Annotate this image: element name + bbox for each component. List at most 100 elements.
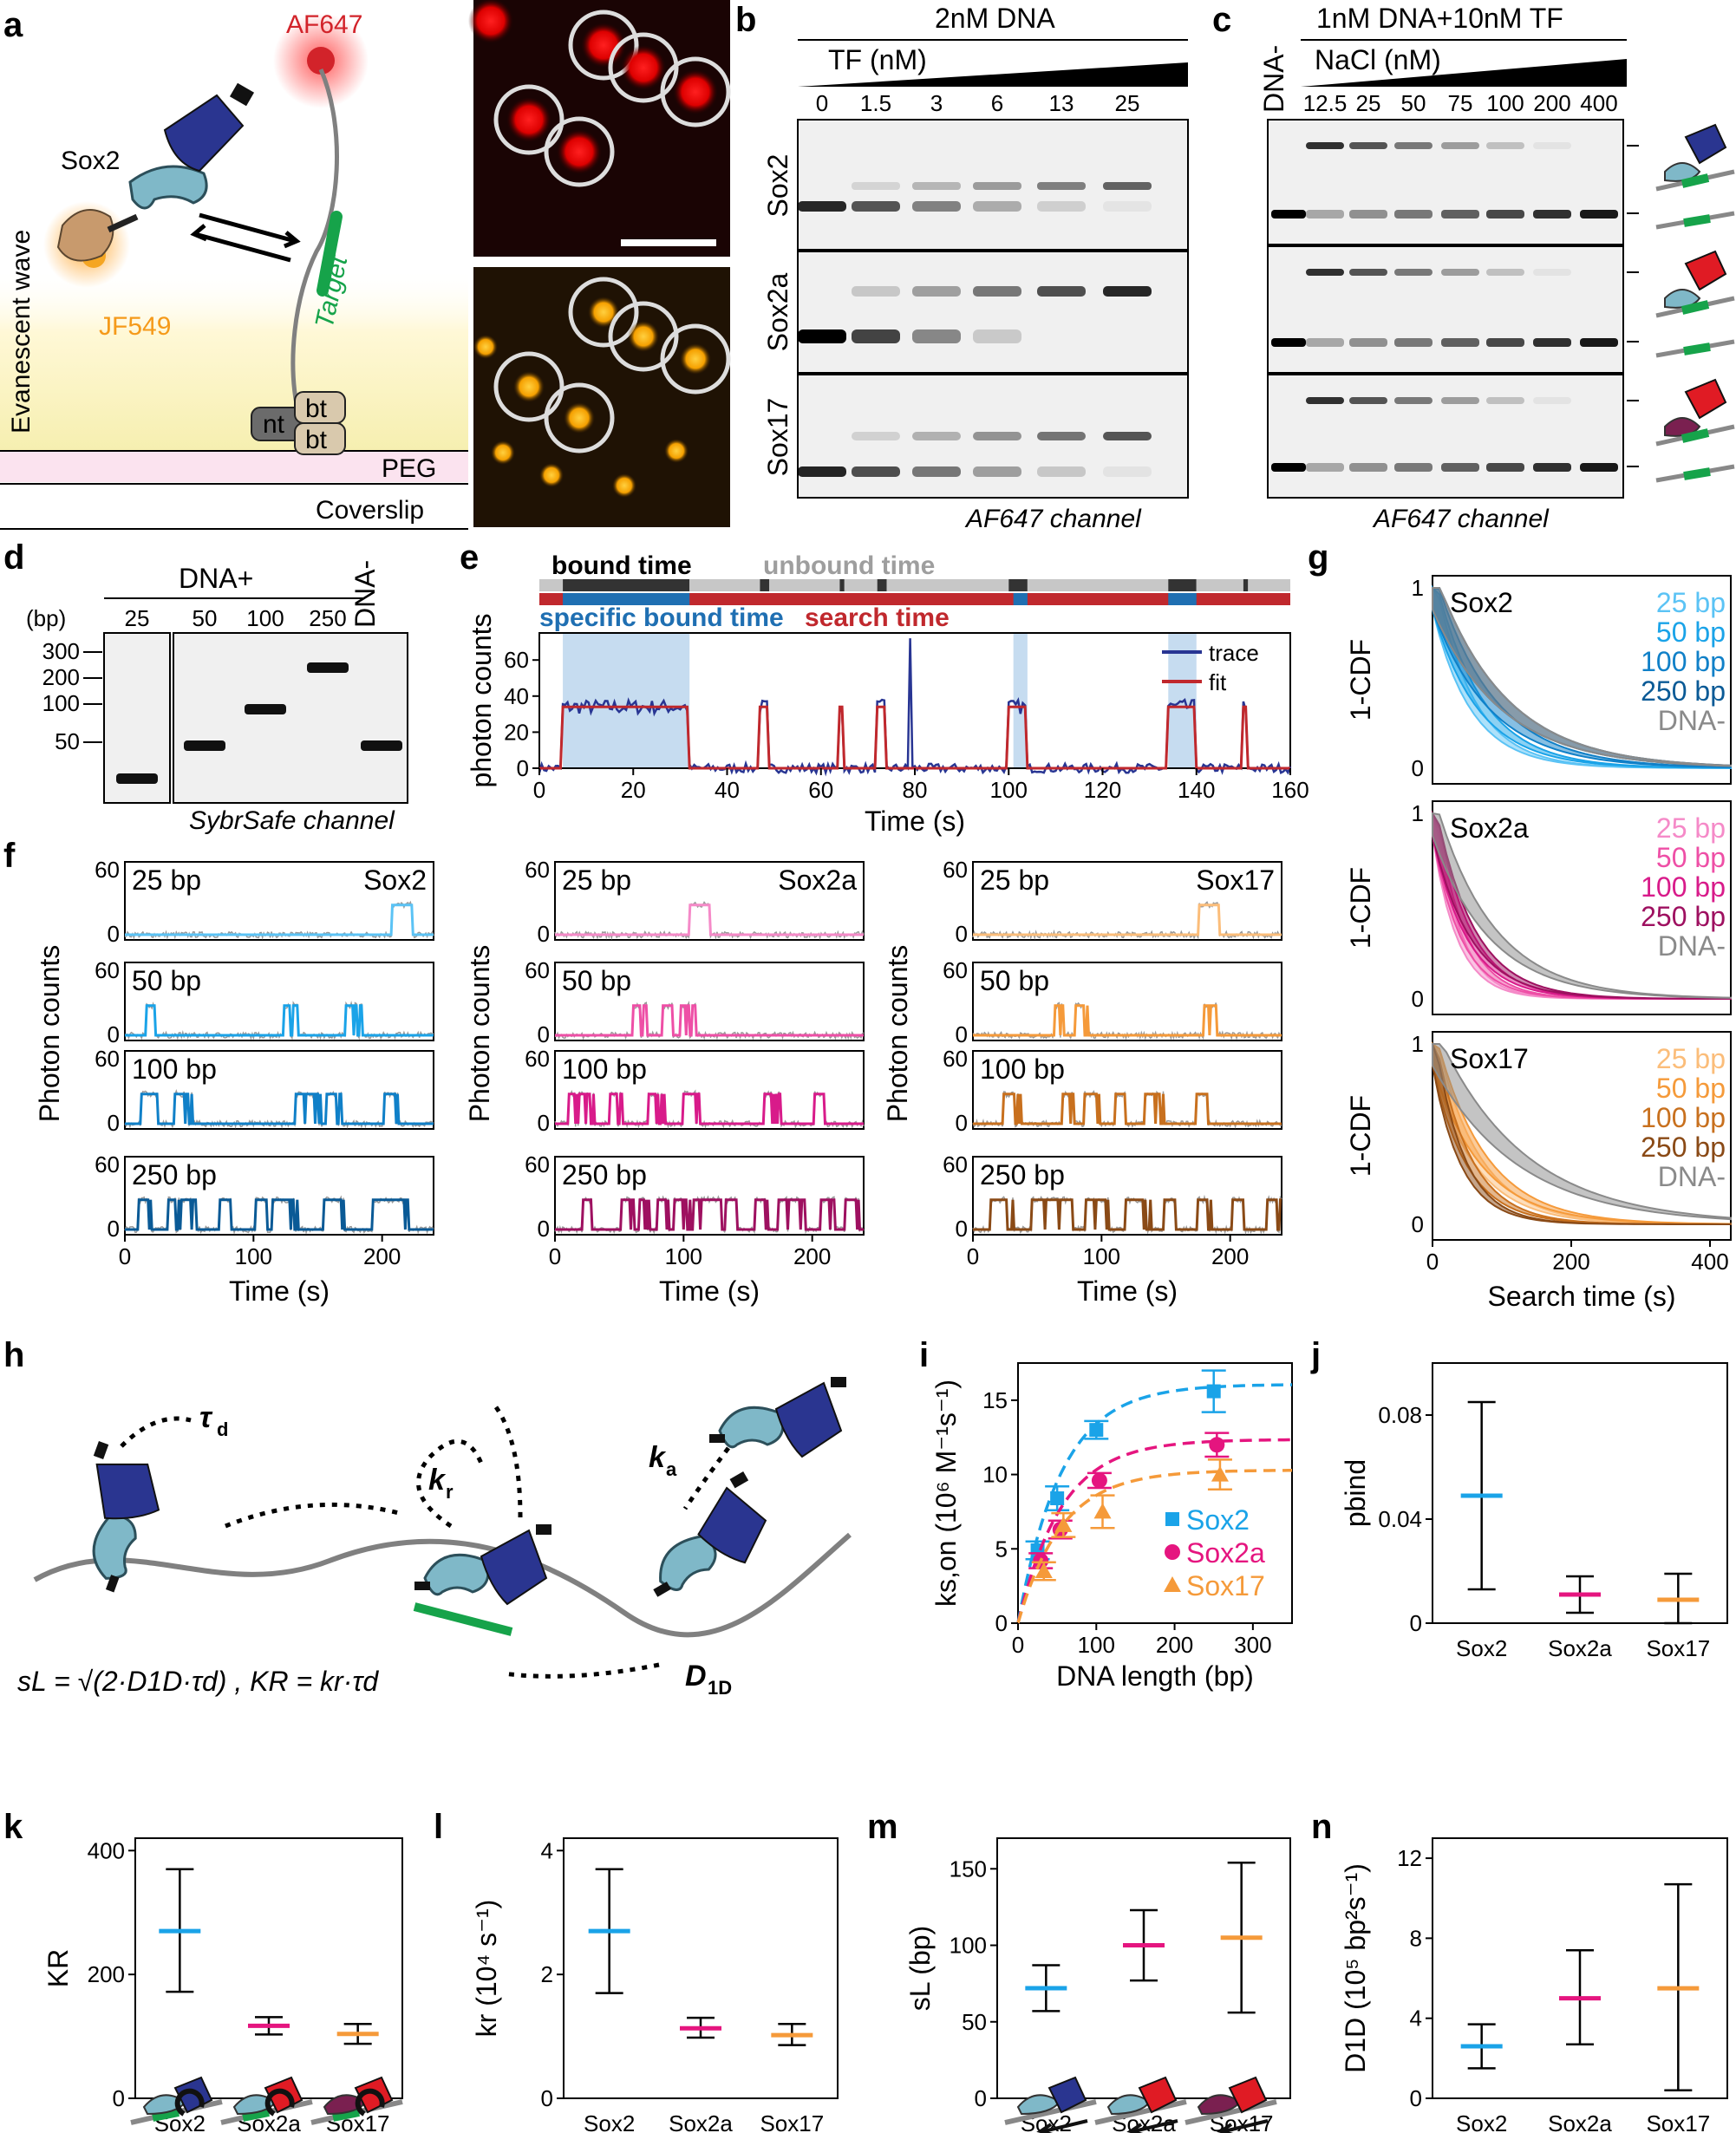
ytick: 0 [541, 2085, 553, 2111]
nacl-lane-1: 25 [1356, 90, 1381, 116]
icon-dna [1004, 2099, 1097, 2125]
f-xtick: 200 [363, 1243, 401, 1269]
free-band [1306, 338, 1344, 347]
panel-a: a PEG Coverslip Evanescent wave AF647 Ta… [0, 6, 468, 530]
rebind-arrow-icon [264, 2088, 295, 2117]
bt-label-2: bt [305, 426, 328, 454]
bound-bar-segment [1248, 579, 1290, 591]
specific-bar-segment [563, 593, 690, 605]
f-xlabel: Time (s) [659, 1275, 760, 1307]
tf-conc-label: TF (nM) [828, 44, 927, 75]
complex-band [1441, 269, 1479, 276]
i-xtick: 300 [1234, 1632, 1271, 1658]
point-Sox2a [1209, 1437, 1225, 1453]
band-shift-sox2 [852, 182, 900, 190]
free-band [1441, 338, 1479, 347]
ytick: 50 [962, 2009, 987, 2035]
f-ytick: 60 [525, 1046, 550, 1072]
free-band [1486, 338, 1524, 347]
band-free-sox17 [973, 466, 1021, 477]
g-legend-item: 25 bp [1656, 587, 1726, 618]
sox2-protein: Sox2 JF549 [43, 82, 255, 341]
band-shift-sox2 [973, 182, 1021, 190]
gel-sox2a [797, 251, 1189, 374]
f-subplot [554, 1050, 865, 1130]
panel-l: l 0 2 4 Sox2 Sox2a Sox17 kr (10⁴ s⁻¹) [434, 1808, 839, 2133]
gel-row-label-sox2: Sox2 [762, 154, 793, 218]
orange-spot [513, 371, 545, 402]
point-Sox17 [1034, 1562, 1053, 1578]
dna-minus-band [1271, 463, 1306, 472]
f-ytick: 60 [943, 857, 968, 883]
panel-h: h τ d k r k a D 1D sL = √(2·D1D·τd) , KR… [3, 1336, 852, 1699]
icon-domain [1228, 2076, 1268, 2114]
red-spot [581, 23, 626, 68]
ytick: 0.04 [1378, 1506, 1422, 1532]
bound-bar-segment [1243, 579, 1249, 591]
band-shift-sox2a [798, 286, 846, 297]
orange-spot [539, 463, 564, 487]
f-fit-trace [973, 1198, 1282, 1231]
e-xlabel: Time (s) [865, 806, 965, 837]
band-free-sox17 [798, 466, 846, 477]
f-ytick: 0 [538, 1021, 550, 1047]
f-xtick: 100 [235, 1243, 272, 1269]
fit-Sox2 [1016, 1383, 1293, 1624]
panel-b-label: b [735, 1, 756, 39]
dna-band [307, 662, 349, 673]
panel-i: i 0 100 200 300 0 5 10 15 DNA length (bp) ks,on (… [919, 1336, 1293, 1692]
complex-band [1486, 397, 1524, 404]
g-curve-band [1432, 587, 1732, 767]
point-Sox17 [1093, 1503, 1112, 1519]
f-ylabel: Photon counts [34, 945, 65, 1123]
band-shift-sox2a [1103, 286, 1152, 297]
f-subplot [972, 861, 1282, 941]
band-free-sox2a [973, 329, 1021, 343]
h-arrows [120, 1403, 731, 1679]
panel-c-channel: AF647 channel [1372, 505, 1550, 533]
bound-bar-segment [1027, 579, 1169, 591]
ylabel: kr (10⁴ s⁻¹) [471, 1900, 502, 2038]
i-ytick: 0 [995, 1610, 1008, 1636]
f-xtick: 0 [119, 1243, 131, 1269]
panel-l-label: l [434, 1808, 443, 1846]
f-row-label: 100 bp [562, 1053, 647, 1085]
band-free-sox2 [973, 201, 1021, 212]
gel-d-right [173, 632, 408, 804]
complex-band [1533, 142, 1571, 149]
g-ytick: 1 [1412, 575, 1424, 601]
panel-j-label: j [1310, 1336, 1321, 1374]
band-shift-sox2a [912, 286, 961, 297]
complex-band [1486, 269, 1524, 276]
band-shift-sox2a [973, 286, 1021, 297]
g-curve-band [1432, 1043, 1731, 1225]
red-spot [621, 45, 666, 90]
f-ytick: 60 [95, 1151, 120, 1177]
f-xtick: 200 [1211, 1243, 1249, 1269]
fit-Sox17 [1016, 1469, 1293, 1624]
dna-h [33, 1532, 852, 1638]
g-group-label: Sox17 [1450, 1043, 1529, 1074]
spot-circle [544, 382, 615, 453]
ytick: 0 [1410, 1610, 1422, 1636]
f-ytick: 0 [956, 1216, 968, 1242]
complex-band [1349, 142, 1387, 149]
ylabel: sL (bp) [904, 1926, 936, 2011]
slide-arrow-icon [1224, 2119, 1269, 2133]
rebind-arrow-icon [174, 2088, 205, 2117]
complex-band [1580, 397, 1618, 404]
g-legend-item: 25 bp [1656, 1043, 1726, 1074]
target-free-icon [1683, 467, 1711, 480]
ytick: 8 [1410, 1925, 1422, 1951]
complex-band [1580, 269, 1618, 276]
af647-label: AF647 [286, 10, 362, 39]
nacl-label: NaCl (nM) [1315, 44, 1441, 75]
band-free-sox2a [852, 329, 900, 343]
nacl-lane-2: 50 [1401, 90, 1426, 116]
d1d-symbol: D [685, 1660, 707, 1693]
ytick: 4 [1410, 2006, 1422, 2032]
complex-band [1349, 269, 1387, 276]
panel-g-label: g [1308, 538, 1328, 577]
d-lane-250: 250 [309, 605, 346, 631]
